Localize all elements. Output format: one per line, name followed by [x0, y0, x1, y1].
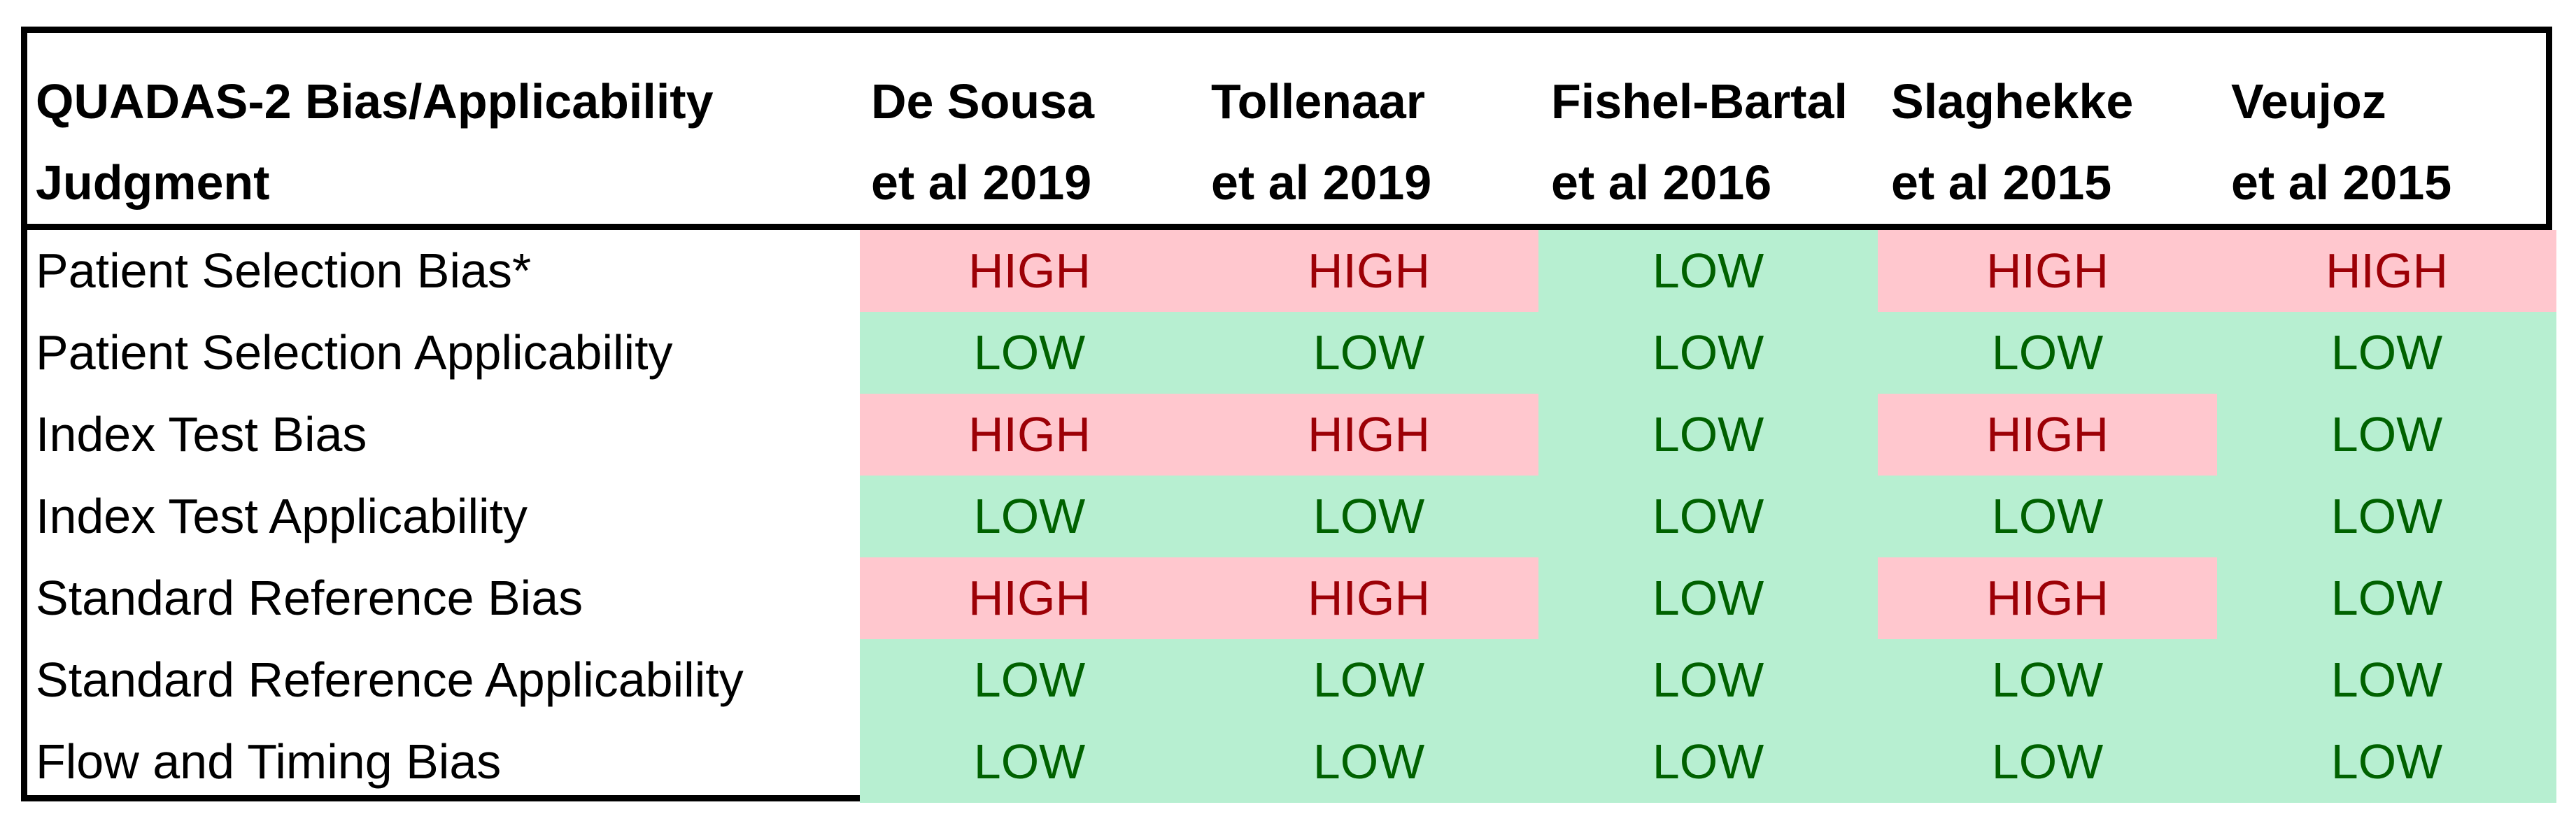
table-row: Index Test Bias HIGH HIGH LOW HIGH LOW — [27, 394, 2556, 476]
judgment-cell: LOW — [2217, 639, 2556, 721]
judgment-cell: LOW — [1199, 639, 1538, 721]
judgment-cell: LOW — [2217, 394, 2556, 476]
judgment-cell: HIGH — [1199, 230, 1538, 312]
table-row: Patient Selection Bias* HIGH HIGH LOW HIGH HI… — [27, 230, 2556, 312]
judgment-cell: HIGH — [1199, 394, 1538, 476]
judgment-cell: LOW — [860, 721, 1199, 803]
judgment-cell: HIGH — [860, 394, 1199, 476]
row-label: Index Test Applicability — [36, 489, 528, 543]
table-row: Standard Reference Bias HIGH HIGH LOW HIGH LO… — [27, 557, 2556, 639]
header-study-2: Tollenaar et al 2019 — [1211, 61, 1431, 223]
judgment-cell: LOW — [1538, 557, 1878, 639]
row-label: Index Test Bias — [36, 407, 367, 462]
table-row: Index Test Applicability LOW LOW LOW LOW LOW — [27, 476, 2556, 557]
judgment-cell: LOW — [1878, 312, 2217, 394]
judgment-cell: HIGH — [1878, 557, 2217, 639]
header-study-5: Veujoz et al 2015 — [2231, 61, 2451, 223]
judgment-cell: HIGH — [1199, 557, 1538, 639]
row-label: Flow and Timing Bias — [36, 734, 502, 789]
judgment-cell: LOW — [1199, 721, 1538, 803]
judgment-cell: LOW — [2217, 312, 2556, 394]
header-study-2-name: Tollenaar — [1211, 74, 1426, 129]
header-study-4: Slaghekke et al 2015 — [1891, 61, 2133, 223]
quadas-table: QUADAS-2 Bias/Applicability Judgment De … — [21, 27, 2556, 803]
judgment-cell: LOW — [1878, 721, 2217, 803]
judgment-cell: LOW — [860, 476, 1199, 557]
row-label: Standard Reference Applicability — [36, 652, 744, 707]
header-study-4-year: et al 2015 — [1891, 155, 2112, 210]
header-judgment-line1: QUADAS-2 Bias/Applicability — [36, 74, 714, 129]
header-study-1: De Sousa et al 2019 — [871, 61, 1094, 223]
row-label: Patient Selection Bias* — [36, 243, 532, 298]
header-judgment-line2: Judgment — [36, 155, 270, 210]
header-study-3: Fishel-Bartal et al 2016 — [1551, 61, 1848, 223]
header-judgment: QUADAS-2 Bias/Applicability Judgment — [36, 61, 714, 223]
header-study-5-name: Veujoz — [2231, 74, 2386, 129]
judgment-cell: LOW — [1878, 639, 2217, 721]
judgment-cell: LOW — [1538, 312, 1878, 394]
row-label: Standard Reference Bias — [36, 571, 583, 625]
header-study-5-year: et al 2015 — [2231, 155, 2452, 210]
judgment-cell: LOW — [1538, 476, 1878, 557]
row-label: Patient Selection Applicability — [36, 325, 673, 380]
judgment-cell: LOW — [860, 639, 1199, 721]
table-row: Patient Selection Applicability LOW LOW LOW… — [27, 312, 2556, 394]
judgment-cell: HIGH — [1878, 230, 2217, 312]
judgment-cell: HIGH — [860, 230, 1199, 312]
header-study-2-year: et al 2019 — [1211, 155, 1432, 210]
table-row: Standard Reference Applicability LOW LOW LO… — [27, 639, 2556, 721]
table-row: Flow and Timing Bias LOW LOW LOW LOW LOW — [27, 721, 2556, 803]
judgment-cell: LOW — [1538, 639, 1878, 721]
judgment-cell: LOW — [860, 312, 1199, 394]
judgment-cell: LOW — [1199, 476, 1538, 557]
judgment-cell: HIGH — [1878, 394, 2217, 476]
judgment-cell: LOW — [1878, 476, 2217, 557]
judgment-cell: LOW — [2217, 476, 2556, 557]
header-study-3-name: Fishel-Bartal — [1551, 74, 1848, 129]
judgment-cell: LOW — [1538, 230, 1878, 312]
header-study-1-year: et al 2019 — [871, 155, 1092, 210]
judgment-cell: LOW — [1538, 721, 1878, 803]
judgment-cell: LOW — [1538, 394, 1878, 476]
judgment-cell: HIGH — [860, 557, 1199, 639]
judgment-cell: HIGH — [2217, 230, 2556, 312]
table-header: QUADAS-2 Bias/Applicability Judgment De … — [27, 33, 2546, 230]
header-study-1-name: De Sousa — [871, 74, 1094, 129]
judgment-cell: LOW — [2217, 721, 2556, 803]
judgment-cell: LOW — [1199, 312, 1538, 394]
header-study-4-name: Slaghekke — [1891, 74, 2134, 129]
judgment-cell: LOW — [2217, 557, 2556, 639]
header-study-3-year: et al 2016 — [1551, 155, 1772, 210]
